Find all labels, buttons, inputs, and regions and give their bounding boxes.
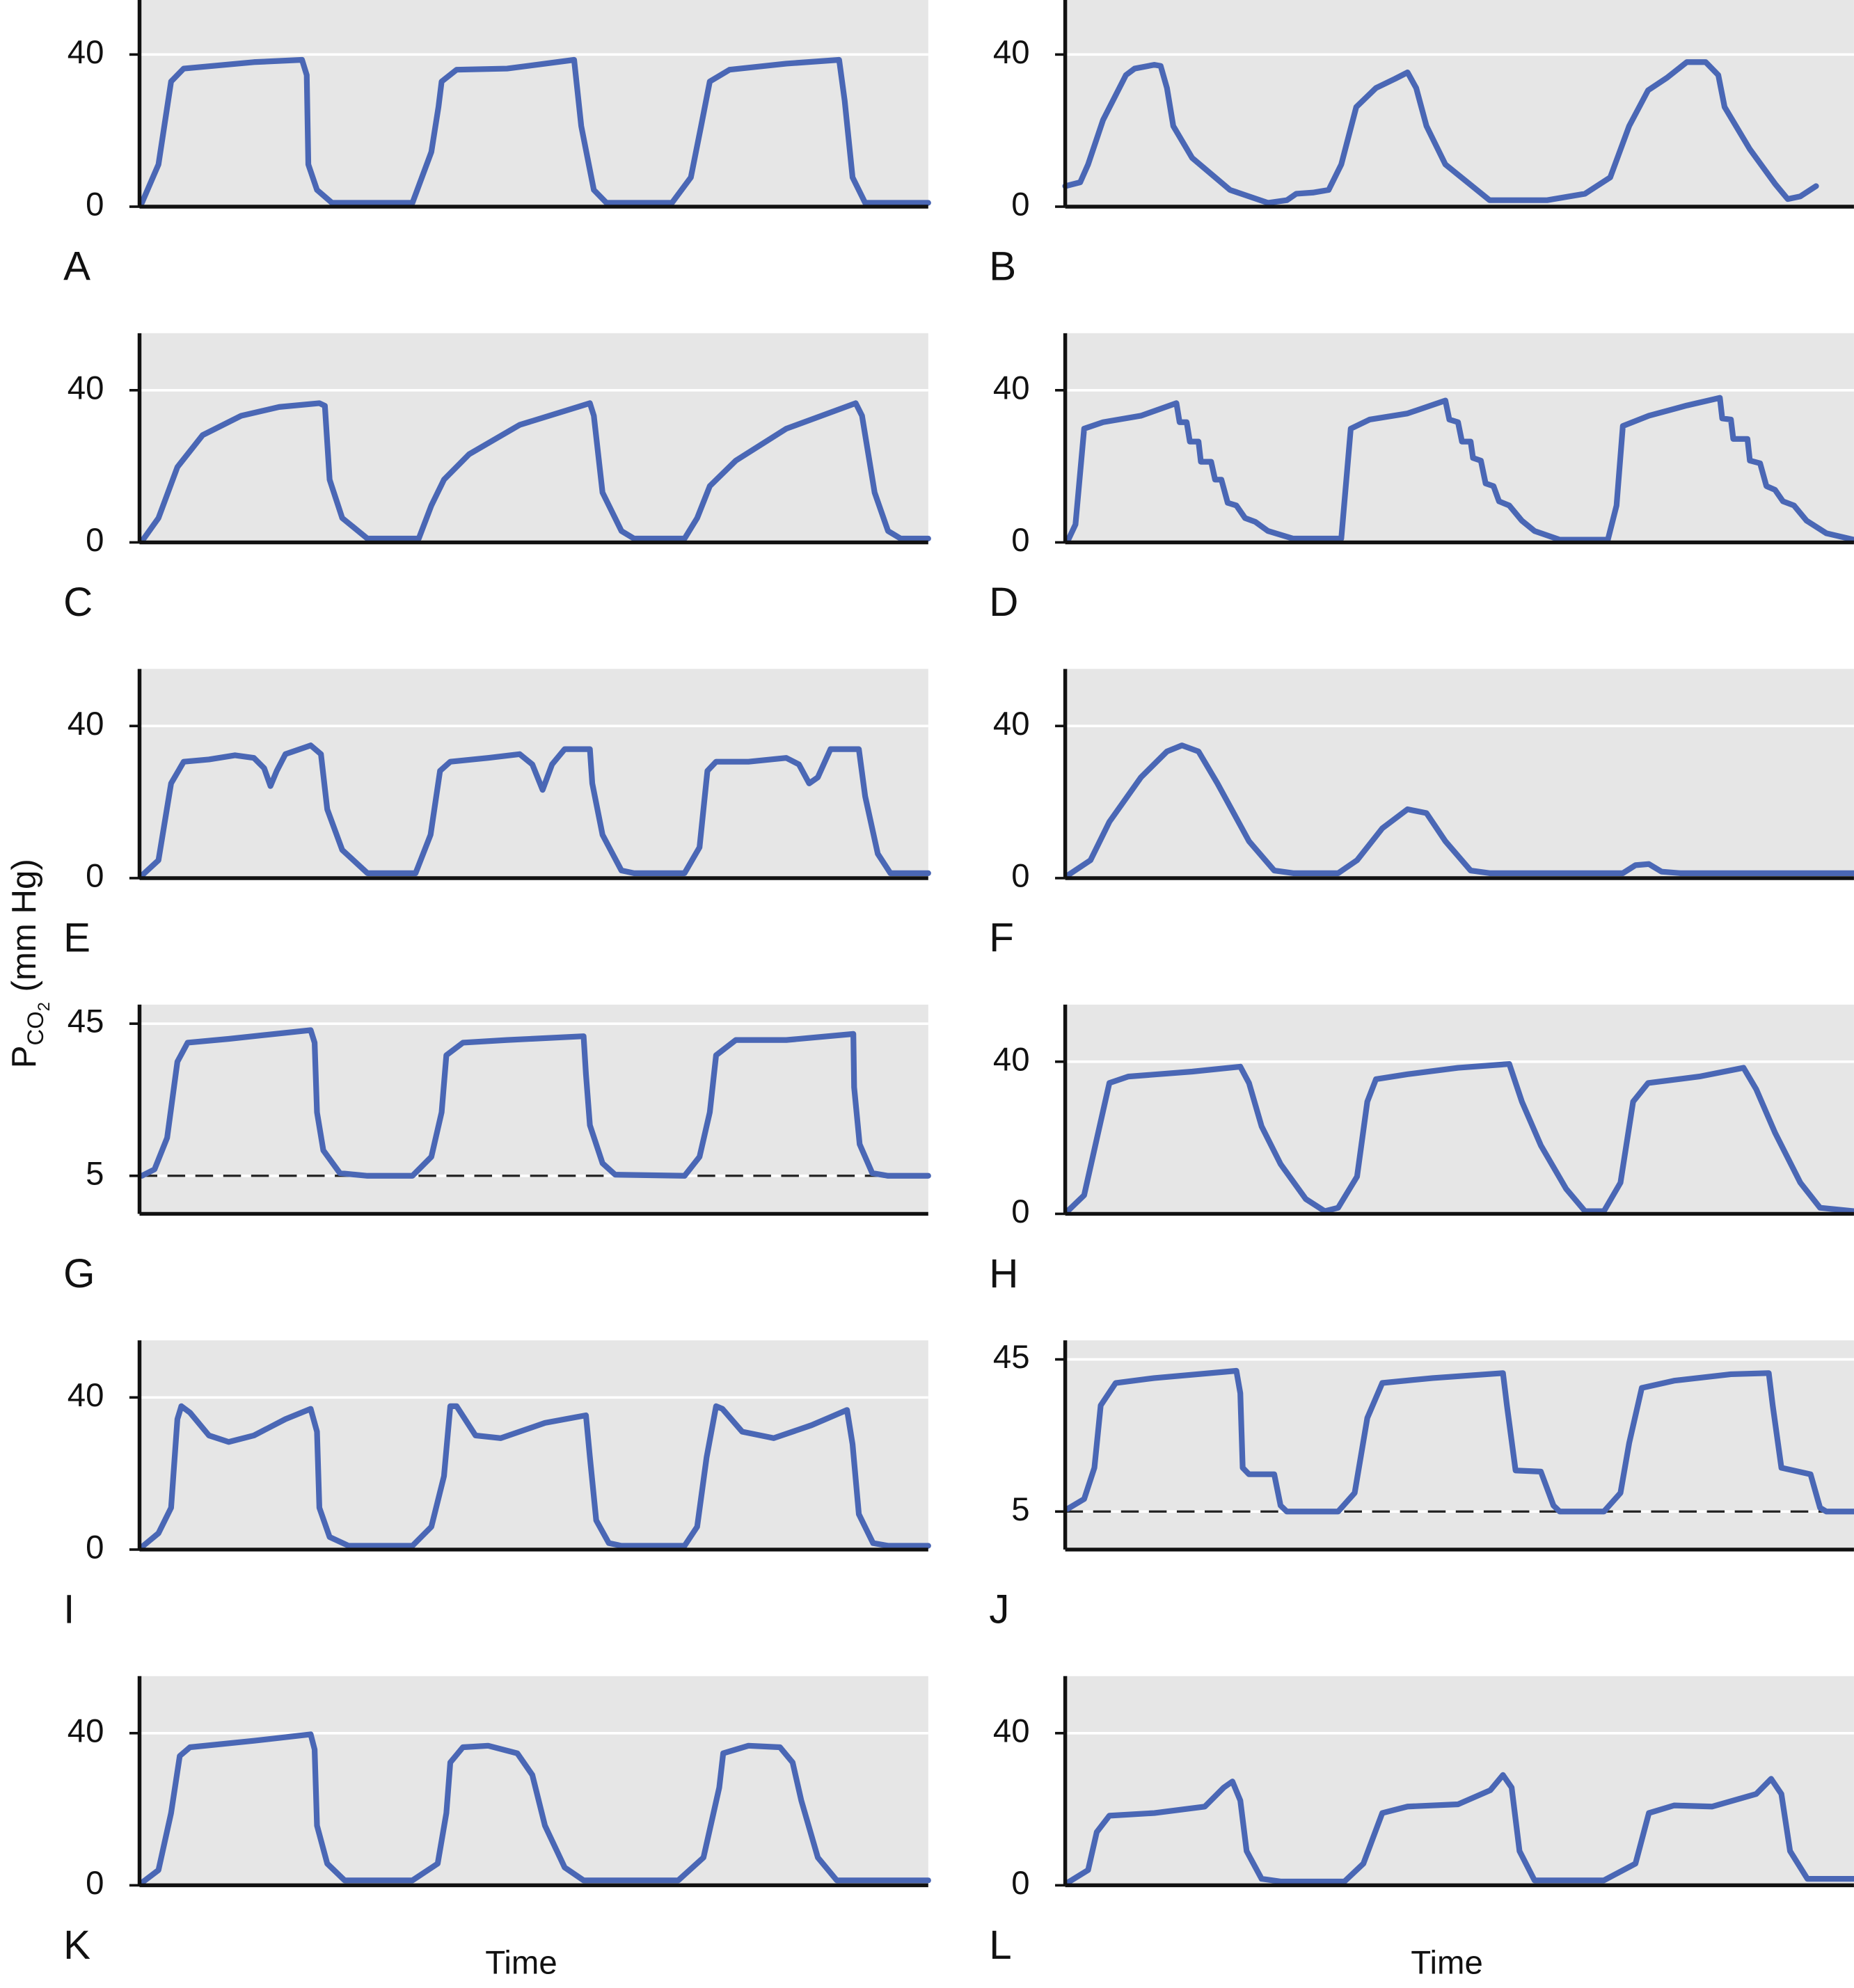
data-line bbox=[1062, 59, 1819, 206]
y-tick-label: 40 bbox=[68, 706, 104, 742]
plot-background bbox=[1065, 1676, 1854, 1886]
y-tick-label: 45 bbox=[68, 1003, 104, 1040]
plot-background bbox=[1065, 1004, 1854, 1214]
data-line bbox=[138, 742, 931, 879]
data-line bbox=[1064, 742, 1854, 879]
panel-label: F bbox=[989, 916, 1014, 961]
plot-background bbox=[139, 333, 928, 543]
y-tick-label: 40 bbox=[68, 369, 104, 406]
y-tick-label: 0 bbox=[1011, 857, 1029, 894]
y-tick-label: 0 bbox=[86, 1865, 104, 1902]
y-label-sub: 2 bbox=[35, 1002, 54, 1011]
data-line bbox=[1064, 1772, 1854, 1886]
y-tick-label: 40 bbox=[993, 1712, 1030, 1749]
y-axis-label: PCO2 (mm Hg) bbox=[5, 859, 54, 1068]
y-tick-label: 0 bbox=[1011, 522, 1029, 559]
panel-label: L bbox=[989, 1923, 1011, 1968]
data-line bbox=[138, 1027, 931, 1179]
panel-label: A bbox=[63, 244, 90, 289]
y-tick-label: 45 bbox=[993, 1339, 1030, 1376]
y-tick-label: 40 bbox=[68, 34, 104, 71]
y-tick-label: 0 bbox=[86, 186, 104, 223]
y-tick-label: 5 bbox=[86, 1155, 104, 1192]
y-tick-label: 0 bbox=[1011, 1865, 1029, 1902]
data-line bbox=[138, 1731, 931, 1886]
y-tick-label: 0 bbox=[1011, 1193, 1029, 1230]
panel-label: K bbox=[63, 1923, 90, 1968]
y-tick-label: 0 bbox=[1011, 186, 1029, 223]
x-axis-label: Time bbox=[485, 1945, 557, 1982]
data-line bbox=[138, 400, 931, 544]
y-tick-label: 0 bbox=[86, 522, 104, 559]
y-tick-label: 0 bbox=[86, 1529, 104, 1566]
y-tick-label: 40 bbox=[993, 369, 1030, 406]
panel-label: H bbox=[989, 1251, 1018, 1296]
y-tick-label: 40 bbox=[993, 1041, 1030, 1078]
data-line bbox=[1064, 395, 1854, 544]
data-line bbox=[1064, 1367, 1854, 1515]
y-tick-label: 40 bbox=[993, 34, 1030, 71]
panel-label: G bbox=[63, 1251, 95, 1296]
panel-label: C bbox=[63, 580, 93, 625]
panel-label: J bbox=[989, 1587, 1009, 1632]
y-tick-label: 0 bbox=[86, 857, 104, 894]
data-line bbox=[1064, 1060, 1854, 1214]
y-tick-label: 40 bbox=[68, 1712, 104, 1749]
y-label-co: CO bbox=[22, 1011, 48, 1045]
y-label-unit: (mm Hg) bbox=[5, 859, 43, 992]
plot-background bbox=[139, 0, 928, 207]
x-axis-label: Time bbox=[1411, 1945, 1482, 1982]
data-line bbox=[138, 1403, 931, 1550]
panel-label: D bbox=[989, 580, 1018, 625]
panel-label: B bbox=[989, 244, 1016, 289]
y-tick-label: 40 bbox=[68, 1377, 104, 1414]
panel-label: I bbox=[63, 1587, 74, 1632]
y-tick-label: 5 bbox=[1011, 1491, 1029, 1528]
plot-background bbox=[139, 1340, 928, 1550]
y-tick-label: 40 bbox=[993, 706, 1030, 742]
plot-background bbox=[1065, 669, 1854, 878]
data-line bbox=[138, 56, 931, 206]
panel-label: E bbox=[63, 916, 90, 961]
y-label-p: P bbox=[5, 1045, 43, 1068]
